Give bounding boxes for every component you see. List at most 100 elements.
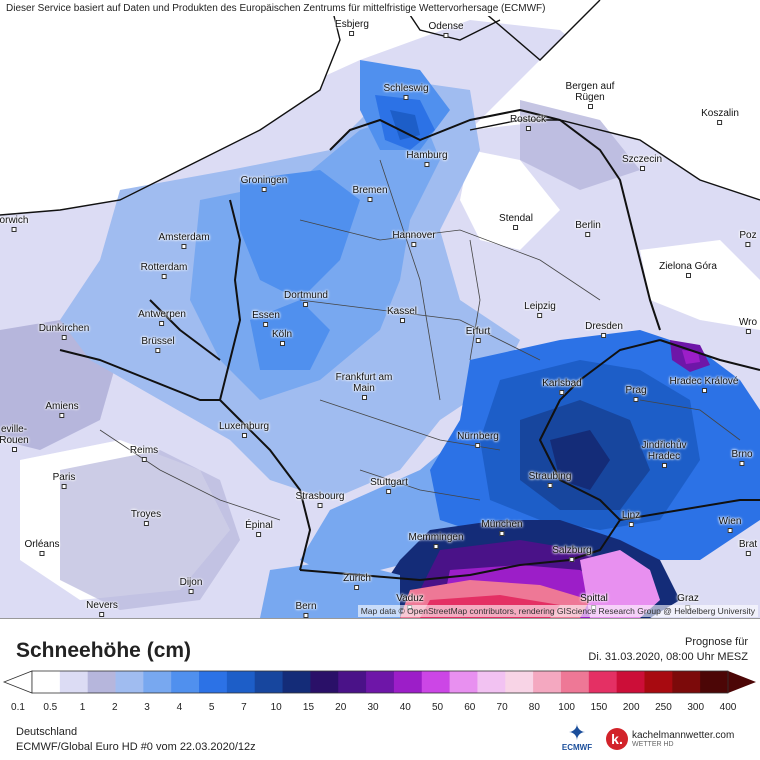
scale-swatch	[171, 671, 200, 693]
city-label: Antwerpen	[138, 309, 186, 326]
scale-tick-label: 400	[719, 702, 737, 713]
scale-swatch	[226, 671, 256, 693]
city-label: Rostock	[510, 114, 546, 131]
city-label: Wro	[739, 317, 757, 334]
city-label: Épinal	[245, 520, 273, 537]
scale-tick-label: 60	[464, 702, 476, 713]
city-label: Groningen	[241, 175, 287, 192]
region-label: Deutschland	[16, 726, 78, 738]
scale-tick-label: 30	[367, 702, 379, 713]
map-attribution: Map data © OpenStreetMap contributors, r…	[357, 605, 758, 617]
scale-swatch	[700, 671, 729, 693]
city-label: Hradec Králové	[669, 376, 739, 393]
city-label: Bern	[295, 601, 317, 618]
forecast-label: Prognose für	[685, 636, 748, 648]
city-label: München	[481, 519, 523, 536]
city-label: Dijon	[180, 577, 202, 594]
city-label: Salzburg	[552, 545, 592, 562]
kachelmann-logo: k. kachelmannwetter.com WETTER HD	[606, 728, 734, 750]
city-label: Berlin	[575, 220, 601, 237]
city-label: Prag	[625, 385, 647, 402]
scale-swatch	[672, 671, 701, 693]
city-label: Leipzig	[524, 301, 556, 318]
scale-swatch	[505, 671, 534, 693]
scale-swatch	[115, 671, 144, 693]
city-label: Straubing	[529, 471, 571, 488]
city-label: Brno	[731, 449, 753, 466]
city-label: Nürnberg	[457, 431, 499, 448]
scale-swatch	[338, 671, 367, 693]
city-label: Amsterdam	[158, 232, 210, 249]
scale-swatch	[59, 671, 89, 693]
city-label: Erfurt	[466, 326, 490, 343]
city-label: Linz	[622, 510, 640, 527]
city-label: Koszalin	[701, 108, 739, 125]
legend-panel: Schneehöhe (cm) Prognose für Di. 31.03.2…	[0, 618, 760, 760]
scale-tick-label: 250	[655, 702, 672, 713]
scale-tick-label: 4	[176, 702, 183, 713]
scale-swatch	[143, 671, 172, 693]
city-label: Köln	[272, 329, 292, 346]
scale-tick-label: 70	[496, 702, 508, 713]
city-label: Memmingen	[408, 532, 464, 549]
city-label: Hamburg	[406, 150, 448, 167]
ecmwf-service-notice: Dieser Service basiert auf Daten und Pro…	[0, 0, 552, 16]
city-label: Dunkirchen	[39, 323, 89, 340]
model-info: Deutschland ECMWF/Global Euro HD #0 vom …	[16, 725, 256, 755]
city-label: eville-Rouen	[0, 424, 29, 452]
kachelmann-badge-icon: k.	[606, 728, 628, 750]
city-label: Kassel	[387, 306, 417, 323]
city-label: Zürich	[343, 573, 371, 590]
scale-tick-label: 50	[431, 702, 444, 713]
scale-tick-label: 20	[335, 702, 347, 713]
model-run-label: ECMWF/Global Euro HD #0 vom 22.03.2020/1…	[16, 741, 256, 753]
city-label: Brüssel	[141, 336, 175, 353]
city-label: Orléans	[24, 539, 60, 556]
city-label: Bergen auf Rügen	[555, 81, 625, 109]
scale-tick-label: 100	[558, 702, 575, 713]
scale-arrow-left	[2, 670, 33, 694]
city-label: Dresden	[585, 321, 623, 338]
city-label: Amiens	[45, 401, 79, 418]
scale-swatch	[644, 671, 673, 693]
city-label: Esbjerg	[335, 19, 369, 36]
scale-tick-label: 2	[112, 702, 118, 713]
scale-swatch	[366, 671, 395, 693]
color-scale	[2, 670, 756, 694]
scale-swatch	[560, 671, 590, 693]
city-label: Bremen	[352, 185, 388, 202]
forecast-date: Di. 31.03.2020, 08:00 Uhr MESZ	[588, 651, 748, 663]
city-label: Paris	[53, 472, 75, 489]
city-label: Hannover	[392, 230, 436, 247]
scale-swatch	[588, 671, 618, 693]
city-label: Wien	[719, 516, 741, 533]
scale-swatch	[32, 671, 61, 693]
scale-tick-label: 3	[144, 702, 150, 713]
scale-tick-label: 15	[302, 702, 315, 713]
city-label: Essen	[252, 310, 280, 327]
scale-tick-label: 200	[622, 702, 640, 713]
city-label: Poz	[739, 230, 757, 247]
scale-swatch	[393, 671, 423, 693]
city-label: Nevers	[86, 600, 118, 617]
scale-swatch	[87, 671, 117, 693]
city-label: Strasbourg	[296, 491, 344, 508]
scale-tick-label: 40	[399, 702, 411, 713]
city-label: Dortmund	[284, 290, 328, 307]
city-label: Karlsbad	[542, 378, 582, 395]
scale-swatch	[449, 671, 478, 693]
snow-depth-map: Dieser Service basiert auf Daten und Pro…	[0, 0, 760, 618]
ecmwf-logo: ✦ ECMWF	[560, 722, 594, 753]
scale-swatch	[254, 671, 284, 693]
city-label: Brat	[739, 539, 757, 556]
city-label: Frankfurt am Main	[329, 372, 399, 400]
city-label: Reims	[130, 445, 158, 462]
city-label: Stuttgart	[370, 477, 408, 494]
city-label: Odense	[428, 21, 464, 38]
scale-tick-label: 80	[528, 702, 540, 713]
scale-tick-label: 5	[208, 702, 215, 713]
city-label: Schleswig	[383, 83, 429, 100]
kachelmann-name: kachelmannwetter.com	[632, 730, 735, 741]
forecast-info: Prognose für Di. 31.03.2020, 08:00 Uhr M…	[588, 635, 748, 665]
city-label: Szczecin	[622, 154, 662, 171]
